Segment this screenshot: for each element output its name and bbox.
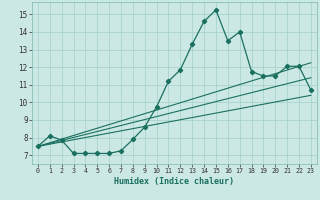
X-axis label: Humidex (Indice chaleur): Humidex (Indice chaleur): [115, 177, 234, 186]
